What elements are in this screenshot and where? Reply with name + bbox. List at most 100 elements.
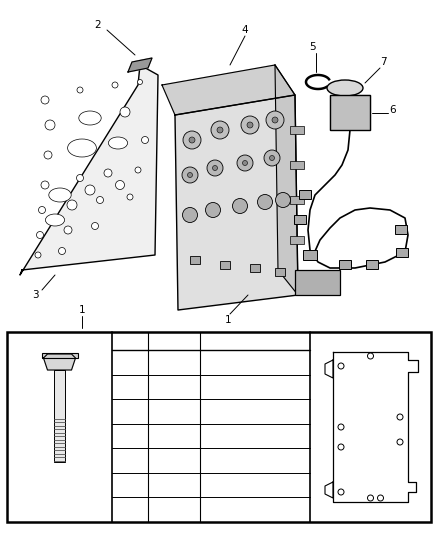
Polygon shape [275,65,298,295]
Circle shape [207,160,223,176]
Circle shape [39,206,46,214]
Text: A: A [126,357,134,367]
Polygon shape [128,58,152,72]
Circle shape [96,197,103,204]
Circle shape [258,195,272,209]
Text: G: G [126,480,134,490]
Text: 7: 7 [380,57,386,67]
Text: 9: 9 [171,382,177,391]
Text: 11: 11 [169,432,179,440]
Text: ( 6X105): ( 6X105) [236,382,275,391]
Text: B: B [126,382,134,392]
Text: 8: 8 [171,358,177,367]
Text: ( 6X75 ): ( 6X75 ) [237,481,273,490]
Text: H: H [126,505,134,515]
Text: E: E [380,505,385,514]
Circle shape [241,116,259,134]
Circle shape [138,79,142,85]
Text: ←D→: ←D→ [51,474,68,480]
Text: G: G [314,394,320,403]
Circle shape [276,192,290,207]
Bar [366,260,378,269]
Bar [395,225,407,234]
Bar [54,370,65,462]
Text: L: L [78,411,84,421]
Ellipse shape [108,137,127,149]
Text: ( 6X38 ): ( 6X38 ) [237,456,273,465]
Text: 10: 10 [169,407,179,416]
Polygon shape [325,360,333,378]
Bar [339,260,351,269]
Polygon shape [333,352,418,502]
Bar [303,250,317,260]
Ellipse shape [67,139,96,157]
Bar [330,95,370,130]
Circle shape [59,247,66,254]
Text: 1: 1 [79,305,85,315]
Circle shape [367,353,374,359]
Bar [299,190,311,199]
Bar [250,264,260,272]
Circle shape [45,120,55,130]
Circle shape [116,181,124,190]
Circle shape [104,169,112,177]
Circle shape [41,181,49,189]
Circle shape [397,414,403,420]
Text: ( 6X70 ): ( 6X70 ) [237,432,273,440]
Circle shape [338,444,344,450]
Circle shape [127,194,133,200]
Polygon shape [162,65,295,115]
Text: H: H [314,405,320,414]
Text: A: A [424,415,429,424]
Text: ( 6X70 ): ( 6X70 ) [237,358,273,367]
Text: ( 6X20 ): ( 6X20 ) [237,407,273,416]
Text: 1: 1 [225,315,231,325]
Polygon shape [43,354,75,370]
Circle shape [212,166,218,171]
Text: 2: 2 [95,20,101,30]
Bar [275,268,285,276]
Text: 5: 5 [310,42,316,52]
Bar [290,126,304,134]
Circle shape [264,150,280,166]
Text: C: C [314,358,320,367]
Bar [220,261,230,269]
Circle shape [85,185,95,195]
Circle shape [120,107,130,117]
Text: F: F [424,405,428,414]
Text: NO: NO [122,336,138,345]
Circle shape [135,167,141,173]
Circle shape [112,82,118,88]
Circle shape [77,174,84,182]
Circle shape [92,222,99,230]
Circle shape [183,131,201,149]
Polygon shape [325,482,333,498]
Circle shape [217,127,223,133]
Bar [294,215,306,224]
Circle shape [205,203,220,217]
Circle shape [182,167,198,183]
Ellipse shape [49,188,71,202]
Circle shape [338,363,344,369]
Circle shape [367,495,374,501]
Circle shape [67,200,77,210]
Bar [7,332,431,522]
Circle shape [397,439,403,445]
Text: F: F [424,358,428,367]
Circle shape [237,155,253,171]
Bar [290,161,304,169]
Text: C: C [127,407,134,416]
Bar [42,353,78,358]
Text: F: F [424,367,428,376]
Circle shape [338,424,344,430]
Circle shape [77,87,83,93]
Circle shape [189,137,195,143]
Circle shape [211,121,229,139]
Bar [396,248,408,257]
Circle shape [141,136,148,143]
Circle shape [243,160,247,166]
Polygon shape [175,95,298,310]
Text: F: F [127,456,133,465]
Circle shape [35,252,41,258]
Circle shape [269,156,275,160]
